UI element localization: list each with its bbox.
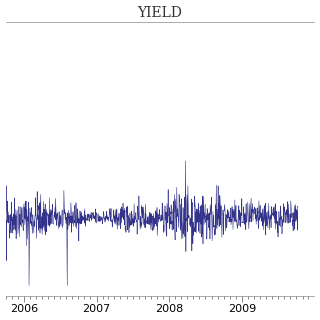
Title: YIELD: YIELD	[138, 5, 182, 20]
